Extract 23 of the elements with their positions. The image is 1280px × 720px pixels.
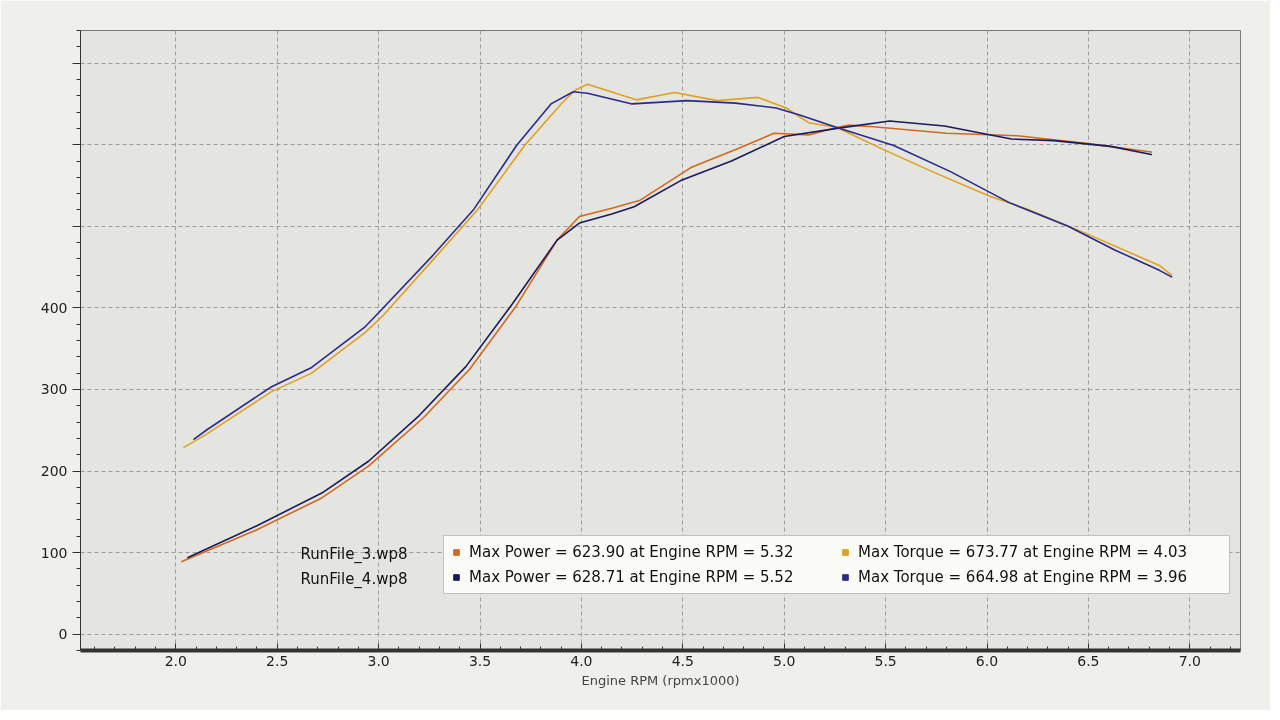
y-tick-label: 300 [40, 381, 68, 398]
y-tick-label: 200 [40, 463, 68, 480]
x-tick-label: 4.5 [671, 652, 694, 669]
legend-label: Max Power = 628.71 at Engine RPM = 5.52 [469, 567, 795, 589]
legend-label: Max Torque = 673.77 at Engine RPM = 4.03 [858, 542, 1189, 564]
x-tick-label: 2.0 [164, 652, 187, 669]
x-tick-label: 7.0 [1178, 652, 1201, 669]
x-tick-label: 3.0 [367, 652, 390, 669]
legend-label: Max Power = 623.90 at Engine RPM = 5.32 [469, 542, 795, 564]
x-tick-label: 6.0 [975, 652, 999, 669]
x-axis-title: Engine RPM (rpmx1000) [581, 672, 740, 688]
legend-label: Max Torque = 664.98 at Engine RPM = 3.96 [858, 567, 1189, 589]
x-tick-label: 2.5 [266, 652, 289, 669]
annotation: RunFile_4.wp8 [300, 569, 408, 589]
x-tick-label: 5.0 [773, 652, 796, 669]
x-tick-label: 6.5 [1077, 652, 1100, 669]
y-tick-label: 100 [40, 544, 68, 561]
x-tick-label: 4.0 [570, 652, 593, 669]
y-tick-label: 400 [40, 299, 68, 316]
x-tick-label: 5.5 [874, 652, 897, 669]
annotation: RunFile_3.wp8 [300, 544, 408, 564]
y-tick-label: 0 [58, 626, 68, 643]
x-tick-label: 3.5 [468, 652, 492, 669]
